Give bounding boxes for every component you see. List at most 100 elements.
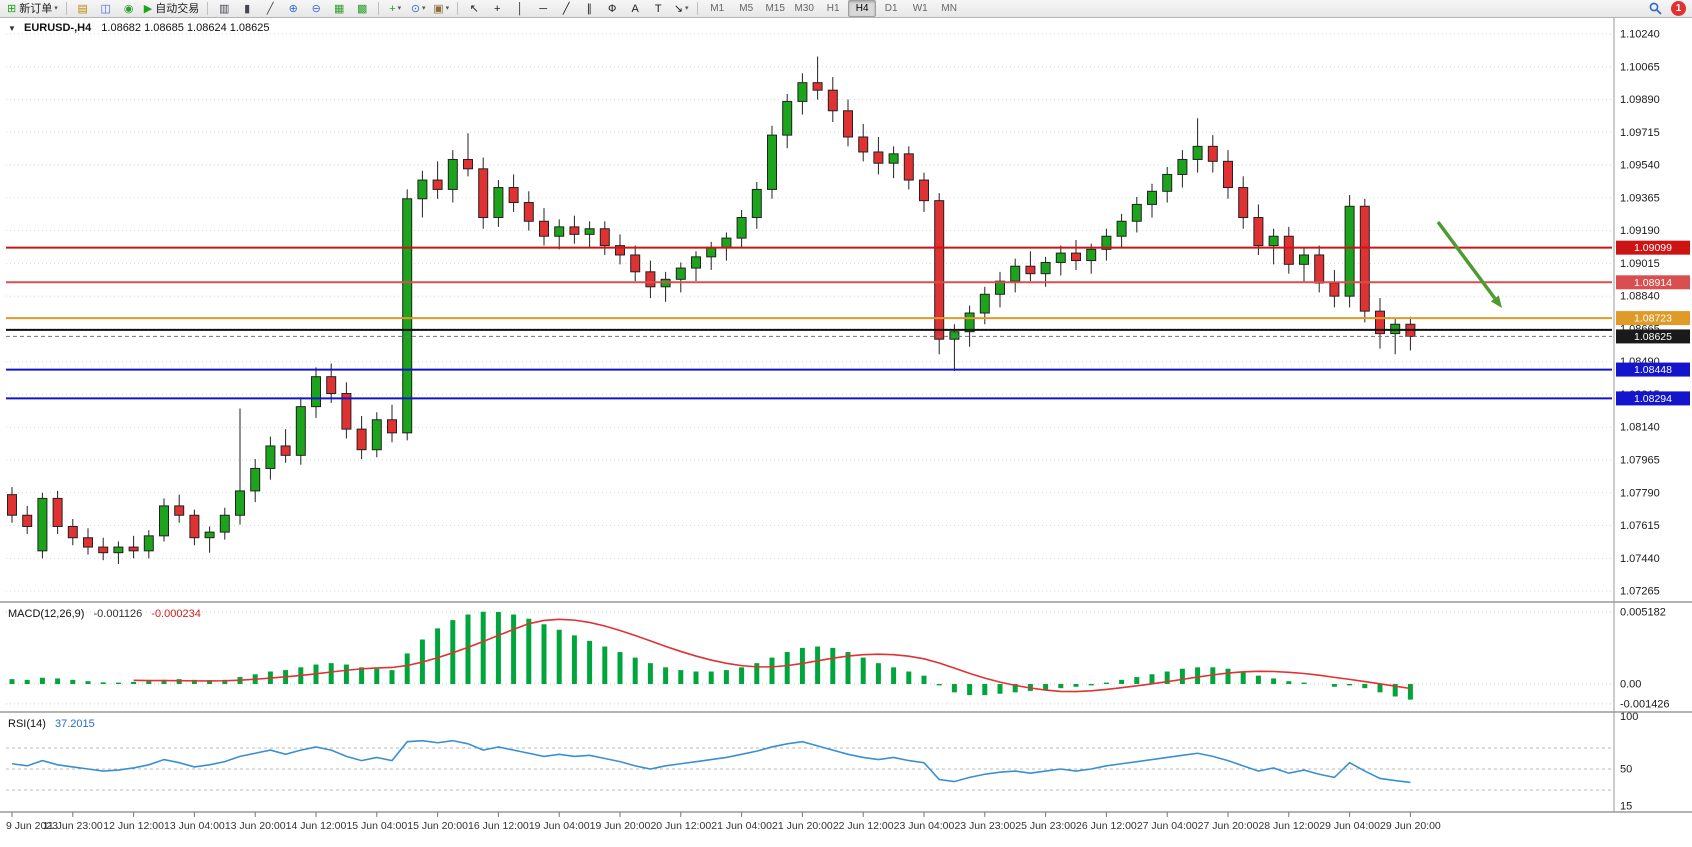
horizontal-levels: 1.09099 1.08914 1.08723 1.08625 1.08448 1.082… bbox=[6, 240, 1690, 406]
timeframe-button-m1[interactable]: M1 bbox=[710, 3, 725, 14]
text-icon[interactable]: A bbox=[624, 0, 646, 18]
candle bbox=[295, 397, 306, 465]
text-icon-glyph: A bbox=[631, 2, 639, 15]
timeframe-button-mn[interactable]: MN bbox=[941, 3, 957, 14]
toolbar-separator bbox=[207, 2, 209, 15]
price-badge bbox=[1616, 275, 1690, 290]
bar-chart-icon[interactable]: ▥ bbox=[213, 0, 235, 18]
toolbar-separator bbox=[697, 2, 699, 15]
zoom-in-icon[interactable]: ⊕ bbox=[282, 0, 304, 18]
vertical-line-icon[interactable]: │ bbox=[509, 0, 531, 18]
candle bbox=[432, 161, 443, 199]
candle bbox=[113, 541, 124, 564]
price-badge bbox=[1616, 311, 1690, 326]
candle bbox=[721, 232, 732, 261]
charts-window-icon[interactable]: ▤ bbox=[72, 0, 94, 18]
price-badge bbox=[1616, 329, 1690, 344]
time-axis-label: 22 Jun 12:00 bbox=[833, 820, 894, 832]
candle bbox=[706, 241, 717, 270]
candlestick-chart-icon-glyph: ▮ bbox=[244, 2, 251, 15]
chart-area[interactable]: 1.10240 1.10065 1.09890 1.09715 1.09540 1.093… bbox=[0, 18, 1692, 842]
ohlc-values: 1.08682 1.08685 1.08624 1.08625 bbox=[101, 22, 269, 34]
line-chart-icon[interactable]: ╱ bbox=[259, 0, 281, 18]
crosshair-icon[interactable]: + bbox=[486, 0, 508, 18]
channel-icon[interactable]: ∥ bbox=[578, 0, 600, 18]
candle bbox=[1162, 166, 1173, 203]
timeframe-button-m15[interactable]: M15 bbox=[765, 3, 785, 14]
time-axis-label: 23 Jun 23:00 bbox=[954, 820, 1015, 832]
trendline-icon[interactable]: ╱ bbox=[555, 0, 577, 18]
timeframe-button-m30[interactable]: M30 bbox=[794, 3, 814, 14]
candle bbox=[52, 490, 63, 534]
rsi-axis-label: 15 bbox=[1620, 800, 1632, 812]
time-axis-label: 12 Jun 12:00 bbox=[103, 820, 164, 832]
auto-trading-button-glyph: ▶ bbox=[143, 2, 153, 15]
toolbar-buttons: ⊞ 新订单 ▾ ▤ ◫ ◉ ▶ 自动交易 ▥ ▮ ╱ ⊕ ⊖ ▦ ▩ + ▾ ⊙ ▾ ▣ ▾ ↖ + │ ─ ╱ ∥ Ф A T ↘ ▾ bbox=[4, 0, 692, 18]
candle bbox=[311, 367, 321, 418]
timeframe-button-h1[interactable]: H1 bbox=[826, 3, 840, 14]
symbol-label: EURUSD-,H4 bbox=[24, 22, 92, 34]
candle bbox=[265, 436, 276, 480]
notification-badge[interactable]: 1 bbox=[1671, 1, 1686, 16]
dropdown-arrow-icon: ▾ bbox=[445, 4, 450, 12]
candle bbox=[1268, 228, 1279, 265]
chart-symbol-ohlc: ▼ EURUSD-,H4 1.08682 1.08685 1.08624 1.0… bbox=[8, 22, 270, 34]
candle bbox=[797, 73, 808, 115]
label-icon[interactable]: T bbox=[647, 0, 669, 18]
macd-histogram bbox=[9, 611, 1413, 700]
vertical-line-icon-glyph: │ bbox=[516, 2, 524, 15]
horizontal-line-icon-glyph: ─ bbox=[539, 2, 548, 15]
candle bbox=[1344, 195, 1355, 308]
candle bbox=[159, 498, 169, 542]
timeframe-button-w1[interactable]: W1 bbox=[912, 3, 928, 14]
indicators-icon[interactable]: + ▾ bbox=[384, 0, 406, 18]
rsi-panel: 100 50 15 bbox=[6, 711, 1638, 812]
tile-windows-icon[interactable]: ▦ bbox=[328, 0, 350, 18]
candle bbox=[858, 123, 869, 162]
market-watch-icon[interactable]: ◫ bbox=[95, 0, 117, 18]
macd-axis-label: 0.00 bbox=[1620, 679, 1641, 691]
horizontal-line-icon[interactable]: ─ bbox=[532, 0, 554, 18]
chart-menu-icon: ▼ bbox=[8, 24, 16, 33]
fibonacci-icon[interactable]: Ф bbox=[601, 0, 623, 18]
candle bbox=[554, 219, 565, 250]
auto-trading-button[interactable]: ▶ 自动交易 bbox=[141, 0, 202, 18]
price-badge bbox=[1616, 240, 1690, 255]
price-grid: 1.10240 1.10065 1.09890 1.09715 1.09540 1.093… bbox=[6, 29, 1660, 598]
candle bbox=[447, 150, 458, 203]
candle bbox=[387, 404, 397, 443]
new-order-button[interactable]: ⊞ 新订单 ▾ bbox=[4, 0, 61, 18]
charts-window-icon-glyph: ▤ bbox=[77, 2, 88, 15]
timeframe-button-h4[interactable]: H4 bbox=[848, 0, 877, 17]
candle bbox=[873, 136, 884, 175]
price-axis-label: 1.09715 bbox=[1620, 127, 1660, 139]
candle bbox=[1025, 251, 1036, 282]
timeframe-button-m5[interactable]: M5 bbox=[739, 3, 754, 14]
candle bbox=[1253, 204, 1264, 255]
periods-icon[interactable]: ⊙ ▾ bbox=[407, 0, 429, 18]
candle bbox=[235, 408, 245, 525]
candle bbox=[204, 526, 215, 553]
search-icon[interactable] bbox=[1644, 0, 1666, 18]
candle bbox=[1131, 196, 1142, 233]
arrange-windows-icon[interactable]: ▩ bbox=[351, 0, 373, 18]
price-axis-label: 1.07790 bbox=[1620, 487, 1660, 499]
candlestick-chart-icon[interactable]: ▮ bbox=[236, 0, 258, 18]
zoom-out-icon[interactable]: ⊖ bbox=[305, 0, 327, 18]
price-badge bbox=[1616, 362, 1690, 377]
templates-icon[interactable]: ▣ ▾ bbox=[430, 0, 452, 18]
candle bbox=[1055, 245, 1066, 276]
dropdown-arrow-icon: ▾ bbox=[54, 4, 58, 12]
rsi-line bbox=[11, 739, 1411, 784]
candle bbox=[463, 133, 473, 177]
candle bbox=[417, 170, 428, 218]
main-toolbar: ⊞ 新订单 ▾ ▤ ◫ ◉ ▶ 自动交易 ▥ ▮ ╱ ⊕ ⊖ ▦ ▩ + ▾ ⊙ ▾ ▣ ▾ ↖ + │ ─ ╱ ∥ Ф A T ↘ ▾ M1… bbox=[0, 0, 1692, 18]
data-window-icon[interactable]: ◉ bbox=[118, 0, 140, 18]
time-axis-label: 28 Jun 12:00 bbox=[1258, 820, 1319, 832]
trend-arrow-annotation[interactable] bbox=[1436, 220, 1502, 308]
time-axis-label: 15 Jun 04:00 bbox=[346, 820, 407, 832]
cursor-icon[interactable]: ↖ bbox=[463, 0, 485, 18]
arrows-tool-icon[interactable]: ↘ ▾ bbox=[670, 0, 692, 18]
timeframe-button-d1[interactable]: D1 bbox=[884, 3, 898, 14]
candle bbox=[356, 416, 367, 460]
